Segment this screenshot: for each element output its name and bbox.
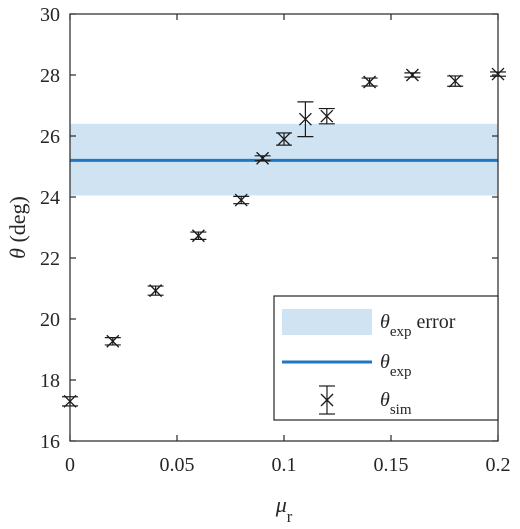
y-tick-label: 26 [40, 126, 60, 148]
x-tick-label: 0 [65, 454, 75, 476]
y-tick-label: 30 [40, 4, 60, 26]
legend-marker-stroke [320, 393, 334, 407]
sim-marker-stroke [448, 74, 462, 88]
y-tick-label: 16 [40, 431, 60, 453]
x-tick-label: 0.05 [160, 454, 195, 476]
sim-point [147, 284, 164, 298]
y-tick-label: 20 [40, 309, 60, 331]
legend-item: θexp [282, 351, 412, 380]
sim-point [190, 229, 207, 243]
sim-marker-stroke [277, 132, 291, 146]
sim-marker-stroke [234, 193, 248, 207]
x-axis-label: μr [275, 492, 293, 524]
x-tick-label: 0.1 [272, 454, 297, 476]
y-tick-label: 28 [40, 65, 60, 87]
sim-marker-stroke [320, 109, 334, 123]
y-tick-label: 22 [40, 248, 60, 270]
sim-point [233, 193, 250, 207]
sim-marker-stroke [149, 284, 163, 298]
sim-point [297, 101, 314, 138]
sim-point [361, 75, 378, 89]
x-tick-label: 0.2 [486, 454, 511, 476]
sim-marker-stroke [298, 112, 312, 126]
sim-marker-stroke [405, 68, 419, 82]
sim-point [104, 334, 121, 348]
sim-point [276, 132, 292, 146]
legend-item: θexp error [282, 309, 456, 340]
sim-point [318, 107, 335, 125]
sim-marker-stroke [363, 75, 377, 89]
x-tick-label: 0.15 [374, 454, 409, 476]
legend-label: θsim [380, 389, 412, 418]
sim-point [447, 74, 464, 88]
sim-point [254, 151, 271, 165]
y-tick-label: 18 [40, 370, 60, 392]
legend-band-swatch [282, 309, 372, 335]
sim-marker-stroke [106, 334, 120, 348]
y-tick-label: 24 [40, 187, 60, 209]
sim-point [404, 68, 421, 82]
legend-label: θexp [380, 351, 412, 380]
legend-label: θexp error [380, 311, 456, 340]
legend-item: θsim [319, 385, 412, 418]
y-axis-label: θ (deg) [5, 196, 30, 259]
sim-marker-stroke [191, 229, 205, 243]
sim-marker-stroke [256, 151, 270, 165]
